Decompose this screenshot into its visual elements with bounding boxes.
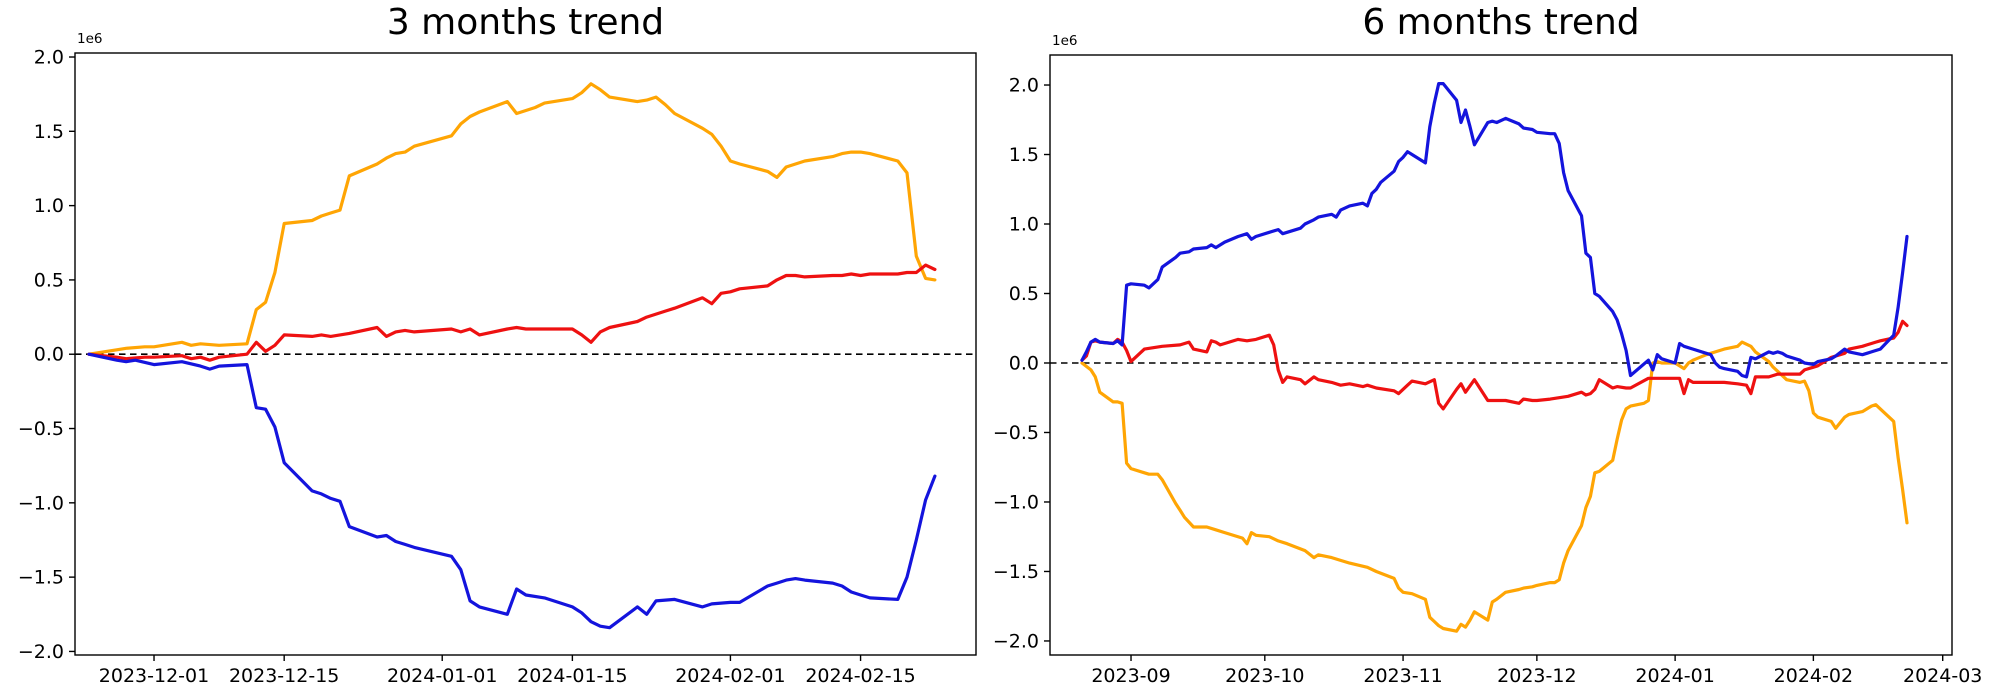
y-tick-label-trend-6m: 0.5 — [1009, 283, 1039, 305]
y-tick-label-trend-6m: −2.0 — [993, 630, 1039, 652]
x-tick-label-trend-3m: 2024-02-15 — [805, 665, 915, 687]
y-tick-label-trend-6m: 0.0 — [1009, 352, 1039, 374]
x-tick-label-trend-6m: 2023-10 — [1225, 665, 1304, 687]
y-tick-label-trend-6m: −1.5 — [993, 561, 1039, 583]
y-tick-label-trend-6m: −0.5 — [993, 422, 1039, 444]
y-tick-label-trend-3m: −2.0 — [18, 641, 64, 663]
x-tick-label-trend-6m: 2023-12 — [1497, 665, 1576, 687]
series-line-red-trend-6m — [1080, 319, 1909, 411]
y-tick-label-trend-3m: 2.0 — [34, 47, 64, 69]
y-tick-label-trend-3m: 0.5 — [34, 269, 64, 291]
chart-title-6m: 6 months trend — [1362, 2, 1640, 43]
y-tick-label-trend-6m: −1.0 — [993, 491, 1039, 513]
series-line-blue-trend-6m — [1080, 81, 1909, 379]
y-tick-label-trend-3m: 1.0 — [34, 195, 64, 217]
x-tick-label-trend-3m: 2024-02-01 — [675, 665, 785, 687]
y-tick-label-trend-3m: 1.5 — [34, 121, 64, 143]
x-tick-label-trend-6m: 2023-09 — [1091, 665, 1170, 687]
y-axis-offset-label-3m: 1e6 — [77, 31, 103, 47]
x-tick-label-trend-6m: 2024-02 — [1774, 665, 1853, 687]
y-axis-offset-label-6m: 1e6 — [1052, 33, 1078, 49]
series-line-orange-trend-3m — [87, 82, 937, 356]
y-tick-label-trend-6m: 1.5 — [1009, 144, 1039, 166]
x-tick-label-trend-6m: 2024-03 — [1903, 665, 1982, 687]
x-tick-label-trend-6m: 2024-01 — [1635, 665, 1714, 687]
y-tick-label-trend-6m: 1.0 — [1009, 214, 1039, 236]
chart-title-3m: 3 months trend — [386, 2, 665, 43]
axes-spines-trend-6m — [1049, 54, 1953, 656]
y-tick-label-trend-3m: −1.0 — [18, 492, 64, 514]
x-tick-label-trend-6m: 2023-11 — [1363, 665, 1442, 687]
x-tick-label-trend-3m: 2024-01-01 — [387, 665, 497, 687]
x-tick-label-trend-3m: 2024-01-15 — [517, 665, 627, 687]
y-tick-label-trend-3m: −0.5 — [18, 418, 64, 440]
series-line-red-trend-3m — [87, 263, 937, 362]
x-tick-label-trend-3m: 2023-12-01 — [99, 665, 209, 687]
x-tick-label-trend-3m: 2023-12-15 — [229, 665, 339, 687]
y-tick-label-trend-6m: 2.0 — [1009, 75, 1039, 97]
series-line-orange-trend-6m — [1080, 340, 1909, 633]
y-tick-label-trend-3m: −1.5 — [18, 567, 64, 589]
y-tick-label-trend-3m: 0.0 — [34, 344, 64, 366]
series-line-blue-trend-3m — [87, 352, 937, 630]
